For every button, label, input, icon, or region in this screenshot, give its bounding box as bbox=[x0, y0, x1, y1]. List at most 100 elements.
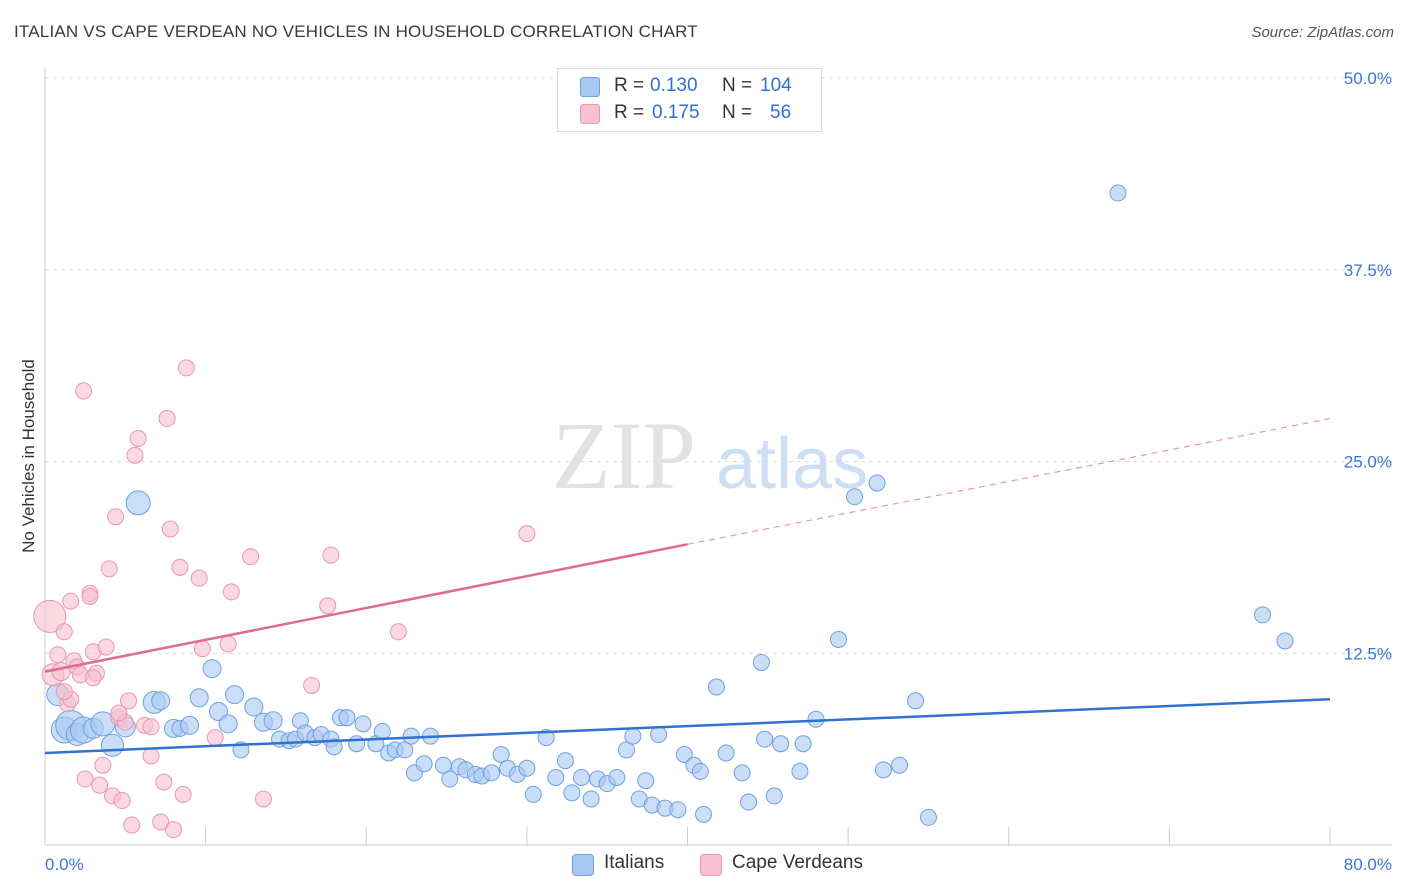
cape-verdean-point bbox=[165, 821, 182, 839]
italian-point bbox=[707, 678, 725, 696]
axis-layer bbox=[44, 68, 1392, 846]
italian-point bbox=[396, 741, 414, 759]
correlation-legend: R = 0.130 N = 104 R = 0.175 N = 56 bbox=[557, 68, 822, 132]
italian-point bbox=[1109, 184, 1127, 202]
italian-point bbox=[617, 741, 635, 759]
italian-point bbox=[354, 715, 372, 733]
italian-point bbox=[492, 745, 510, 763]
cape-verdean-point bbox=[222, 583, 240, 601]
italian-point bbox=[348, 735, 366, 753]
cape-verdean-point bbox=[129, 429, 147, 447]
italian-point bbox=[483, 764, 501, 782]
italian-point bbox=[189, 688, 209, 708]
italian-point bbox=[669, 801, 687, 819]
cape-verdean-point bbox=[171, 558, 189, 576]
cape-verdean-point bbox=[94, 756, 112, 774]
cape-verdean-point bbox=[113, 792, 131, 810]
italians-legend-label: Italians bbox=[604, 852, 665, 873]
italian-point bbox=[244, 697, 264, 717]
italian-point bbox=[829, 630, 847, 648]
italian-point bbox=[225, 685, 245, 705]
italian-point bbox=[151, 691, 171, 711]
italian-point bbox=[765, 787, 783, 805]
italian-point bbox=[563, 784, 581, 802]
cape-verdean-point bbox=[84, 669, 102, 687]
cape-verdean-point bbox=[62, 592, 80, 610]
italian-point bbox=[524, 785, 542, 803]
italian-point bbox=[537, 729, 555, 747]
cape-verdean-point bbox=[142, 718, 160, 736]
chart-title: ITALIAN VS CAPE VERDEAN NO VEHICLES IN H… bbox=[14, 22, 698, 41]
italian-point bbox=[756, 730, 774, 748]
source-label: Source: ZipAtlas.com bbox=[1251, 24, 1394, 41]
cape-verdeans-swatch bbox=[580, 104, 600, 124]
italian-point bbox=[202, 659, 222, 679]
cape-verdeans-n-label: N = bbox=[722, 102, 753, 123]
italian-point bbox=[772, 735, 790, 753]
italian-point bbox=[338, 709, 356, 727]
cape-verdean-point bbox=[142, 747, 160, 765]
cape-verdean-point bbox=[97, 638, 115, 656]
cape-verdean-point bbox=[177, 359, 195, 377]
cape-verdeans-legend-swatch bbox=[700, 854, 722, 876]
cape-verdean-point bbox=[120, 692, 138, 710]
italian-point bbox=[441, 770, 459, 788]
italian-point bbox=[740, 793, 758, 811]
italian-point bbox=[582, 790, 600, 808]
y-tick-label: 50.0% bbox=[1344, 69, 1392, 88]
y-tick-label: 12.5% bbox=[1344, 644, 1392, 663]
italian-point bbox=[624, 727, 642, 745]
italians-r-label: R = bbox=[614, 75, 645, 96]
cape-verdean-point bbox=[158, 410, 176, 428]
italian-point bbox=[650, 726, 668, 744]
italian-point bbox=[907, 692, 925, 710]
cape-verdean-point bbox=[161, 520, 179, 538]
cape-verdeans-r-value: 0.175 bbox=[652, 102, 700, 123]
y-tick-label: 37.5% bbox=[1344, 261, 1392, 280]
cape-verdean-point bbox=[174, 785, 192, 803]
cape-verdean-point bbox=[91, 776, 109, 794]
italian-point bbox=[891, 756, 909, 774]
y-tick-label: 25.0% bbox=[1344, 453, 1392, 472]
italians-legend-swatch bbox=[572, 854, 594, 876]
italian-point bbox=[919, 808, 937, 826]
cape-verdean-point bbox=[55, 683, 73, 701]
italian-point bbox=[1254, 606, 1272, 624]
tick-labels: 12.5% 25.0% 37.5% 50.0% 0.0% 80.0% bbox=[45, 69, 1392, 874]
italian-point bbox=[518, 759, 536, 777]
italian-point bbox=[675, 745, 693, 763]
cape-verdean-point bbox=[322, 546, 340, 564]
italian-point bbox=[691, 762, 709, 780]
grid-layer bbox=[45, 77, 1392, 654]
italian-point bbox=[733, 764, 751, 782]
watermark-zip: ZIP bbox=[552, 402, 696, 509]
watermark-atlas: atlas bbox=[716, 424, 868, 504]
cape-verdean-point bbox=[55, 623, 73, 641]
italian-point bbox=[180, 715, 200, 735]
italians-series bbox=[46, 184, 1294, 826]
cape-verdeans-trend-line bbox=[44, 543, 688, 673]
cape-verdean-point bbox=[389, 623, 407, 641]
italian-point bbox=[1276, 632, 1294, 650]
x-tick-label-min: 0.0% bbox=[45, 855, 84, 874]
italian-point bbox=[807, 710, 825, 728]
cape-verdean-point bbox=[254, 790, 272, 808]
italian-point bbox=[556, 752, 574, 770]
cape-verdean-point bbox=[242, 548, 260, 566]
cape-verdean-point bbox=[100, 560, 118, 578]
cape-verdean-point bbox=[303, 676, 321, 694]
cape-verdean-point bbox=[123, 816, 141, 834]
cape-verdean-point bbox=[219, 635, 237, 653]
y-axis-label: No Vehicles in Household bbox=[19, 359, 38, 553]
cape-verdean-point bbox=[319, 597, 337, 615]
italian-point bbox=[868, 474, 886, 492]
cape-verdean-point bbox=[155, 773, 173, 791]
italian-point bbox=[263, 711, 283, 731]
cape-verdean-point bbox=[190, 569, 208, 587]
cape-verdeans-legend-label: Cape Verdeans bbox=[732, 852, 863, 873]
italians-trend-line bbox=[44, 698, 1331, 755]
italian-point bbox=[717, 744, 735, 762]
italian-point bbox=[794, 735, 812, 753]
italian-point bbox=[218, 714, 238, 734]
